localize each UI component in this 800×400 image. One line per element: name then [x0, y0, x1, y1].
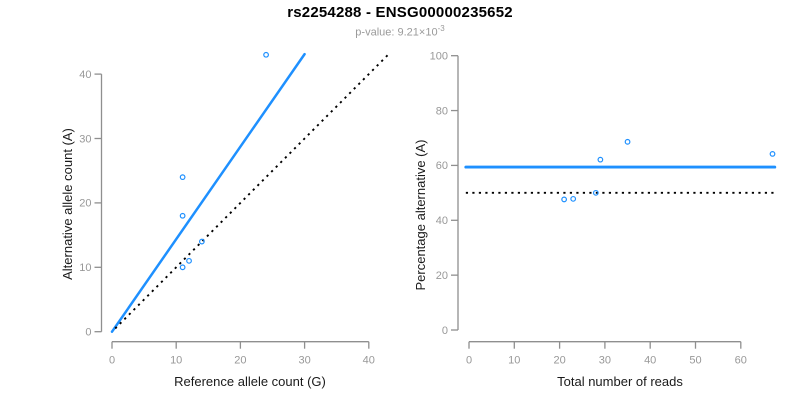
panel-percentage-vs-reads: 0 20 40 60 80 100 0 10 20 30 40 50 60 Total number of…	[413, 51, 777, 389]
x-tick-label: 60	[735, 355, 747, 367]
data-point	[561, 196, 568, 203]
x-tick-label: 30	[599, 355, 611, 367]
pvalue-text: p-value: 9.21×10	[355, 26, 438, 39]
x-axis-title: Reference allele count (G)	[174, 374, 326, 389]
x-axis-title: Total number of reads	[557, 374, 683, 389]
x-tick-label: 40	[363, 355, 375, 367]
x-tick-label: 10	[508, 355, 520, 367]
y-tick-label: 40	[436, 215, 448, 227]
data-point	[597, 156, 604, 163]
y-tick-label: 60	[436, 160, 448, 172]
y-axis-title: Alternative allele count (A)	[60, 128, 75, 280]
y-tick-label: 20	[79, 198, 91, 210]
y-tick-label: 40	[79, 69, 91, 81]
y-tick-label: 0	[442, 325, 448, 337]
figure-subtitle: p-value: 9.21×10-3	[0, 24, 800, 39]
pvalue-exponent: -3	[437, 24, 445, 33]
figure-title: rs2254288 - ENSG00000235652	[287, 4, 513, 21]
x-tick-label: 30	[298, 355, 310, 367]
data-point	[769, 150, 776, 157]
x-tick-label: 20	[234, 355, 246, 367]
y-tick-label: 100	[430, 51, 448, 63]
panel-allele-counts: 0 10 20 30 40 0 10 20 30 40 Reference allele count…	[60, 51, 389, 389]
identity-line	[114, 54, 389, 330]
x-tick-label: 50	[689, 355, 701, 367]
x-tick-label: 40	[644, 355, 656, 367]
y-tick-label: 0	[85, 327, 91, 339]
x-tick-label: 0	[109, 355, 115, 367]
data-point	[179, 174, 186, 181]
data-point	[186, 257, 192, 264]
data-point	[624, 138, 631, 145]
y-axis-title: Percentage alternative (A)	[413, 139, 428, 290]
data-point	[198, 238, 205, 245]
y-tick-label: 30	[79, 133, 91, 145]
fitted-ratio-line	[110, 52, 306, 333]
y-tick-label: 20	[436, 270, 448, 282]
y-tick-label: 10	[79, 262, 91, 274]
data-point	[179, 212, 186, 219]
x-tick-label: 20	[553, 355, 565, 367]
x-tick-label: 0	[466, 355, 472, 367]
y-tick-label: 80	[436, 105, 448, 117]
data-point	[179, 264, 186, 271]
data-point	[263, 51, 269, 58]
x-tick-label: 10	[170, 355, 182, 367]
data-point	[570, 195, 577, 202]
data-point	[592, 189, 599, 196]
